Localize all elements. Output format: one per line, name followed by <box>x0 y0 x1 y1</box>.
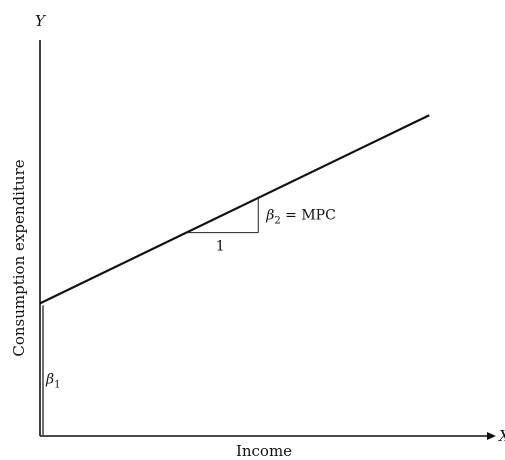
x-axis-arrow-icon <box>487 432 496 440</box>
x-axis-title: Income <box>236 442 292 460</box>
y-axis-title: Consumption expenditure <box>10 159 28 356</box>
series-line <box>39 114 430 305</box>
slope-run-label: 1 <box>216 239 225 255</box>
slope-symbol: β <box>265 207 274 223</box>
intercept-label: β1 <box>45 371 60 390</box>
intercept-subscript: 1 <box>54 379 60 390</box>
x-axis-letter: X <box>498 427 505 445</box>
slope-suffix: = MPC <box>281 207 336 223</box>
slope-label: β2 = MPC <box>265 207 336 226</box>
slope-subscript: 2 <box>274 215 280 226</box>
intercept-symbol: β <box>45 371 54 387</box>
y-axis-letter: Y <box>35 12 47 30</box>
